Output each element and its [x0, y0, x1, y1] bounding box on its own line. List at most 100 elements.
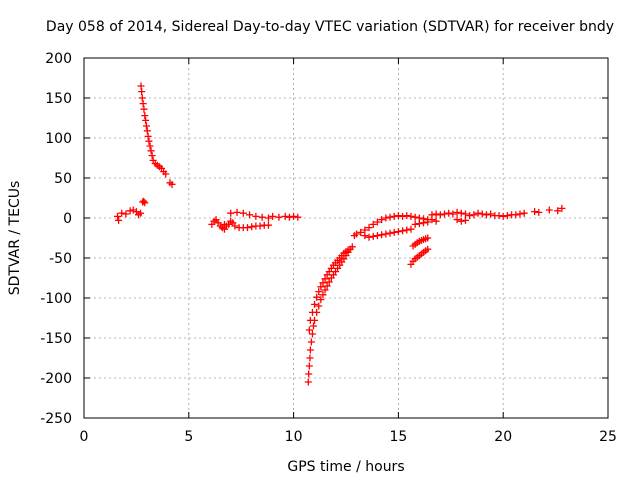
data-point	[357, 228, 365, 236]
data-point	[474, 209, 482, 217]
data-point	[535, 208, 543, 216]
data-point	[307, 338, 315, 346]
data-point	[321, 275, 329, 283]
series-bndy-evening-low	[407, 218, 432, 268]
data-point	[378, 216, 386, 224]
data-point	[294, 213, 302, 221]
data-point	[390, 228, 398, 236]
series-bndy-morning	[208, 208, 302, 233]
data-point	[461, 210, 469, 218]
data-point	[252, 212, 260, 220]
data-point	[147, 147, 155, 155]
data-point	[390, 212, 398, 220]
data-point	[319, 279, 327, 287]
data-point	[306, 354, 314, 362]
data-point	[114, 212, 122, 220]
x-tick-label: 0	[80, 429, 89, 445]
data-point	[142, 122, 150, 130]
data-points	[114, 82, 566, 386]
data-point	[231, 222, 239, 230]
data-point	[432, 210, 440, 218]
data-point	[285, 213, 293, 221]
y-tick-label: -100	[40, 291, 72, 307]
series-bndy-low-early	[114, 197, 149, 224]
data-point	[122, 210, 130, 218]
data-point	[264, 221, 272, 229]
data-point	[243, 224, 251, 232]
data-point	[487, 210, 495, 218]
data-point	[258, 213, 266, 221]
y-axis-label: SDTVAR / TECUs	[7, 181, 23, 296]
data-point	[495, 212, 503, 220]
y-tick-label: -200	[40, 371, 72, 387]
data-point	[143, 127, 151, 135]
grid	[84, 58, 608, 418]
data-point	[310, 322, 318, 330]
data-point	[220, 220, 228, 228]
y-tick-label: 150	[45, 91, 72, 107]
data-point	[436, 211, 444, 219]
data-point	[142, 116, 150, 124]
data-point	[415, 220, 423, 228]
data-point	[290, 212, 298, 220]
axis-ticks: 0 5 10 15 20 25 -250 -200 -150 -100 -50 0 50 100 150 20…	[40, 51, 617, 445]
data-point	[248, 223, 256, 231]
data-point	[306, 316, 314, 324]
data-point	[424, 218, 432, 226]
data-point	[449, 210, 457, 218]
data-point	[141, 112, 149, 120]
data-point	[382, 230, 390, 238]
y-tick-label: 0	[63, 211, 72, 227]
data-point	[146, 142, 154, 150]
y-tick-label: 100	[45, 131, 72, 147]
data-point	[403, 212, 411, 220]
data-point	[424, 234, 432, 242]
data-point	[378, 231, 386, 239]
data-point	[138, 94, 146, 102]
data-point	[137, 209, 145, 217]
data-point	[305, 326, 313, 334]
data-point	[344, 246, 352, 254]
data-point	[256, 222, 264, 230]
data-point	[317, 296, 325, 304]
data-point	[321, 286, 329, 294]
data-point	[304, 378, 312, 386]
data-point	[466, 212, 474, 220]
data-point	[453, 208, 461, 216]
data-point	[394, 212, 402, 220]
y-tick-label: 200	[45, 51, 72, 67]
data-point	[399, 227, 407, 235]
data-point	[394, 228, 402, 236]
data-point	[382, 214, 390, 222]
data-point	[373, 232, 381, 240]
data-point	[520, 209, 528, 217]
data-point	[424, 245, 432, 253]
data-point	[348, 243, 356, 251]
data-point	[168, 180, 176, 188]
data-point	[227, 209, 235, 217]
data-point	[239, 209, 247, 217]
data-point	[145, 137, 153, 145]
data-point	[453, 216, 461, 224]
data-point	[512, 211, 520, 219]
data-point	[306, 346, 314, 354]
data-point	[503, 212, 511, 220]
data-point	[144, 132, 152, 140]
data-point	[369, 220, 377, 228]
data-point	[365, 224, 373, 232]
data-point	[308, 308, 316, 316]
series-bndy-decay-upper	[305, 246, 352, 334]
y-tick-label: -250	[40, 411, 72, 427]
data-point	[315, 288, 323, 296]
data-point	[315, 302, 323, 310]
data-point	[407, 225, 415, 233]
data-point	[148, 152, 156, 160]
data-point	[445, 209, 453, 217]
data-point	[373, 218, 381, 226]
data-point	[325, 278, 333, 286]
x-tick-label: 10	[285, 429, 303, 445]
data-point	[432, 217, 440, 225]
x-tick-label: 15	[389, 429, 407, 445]
data-point	[129, 206, 137, 214]
